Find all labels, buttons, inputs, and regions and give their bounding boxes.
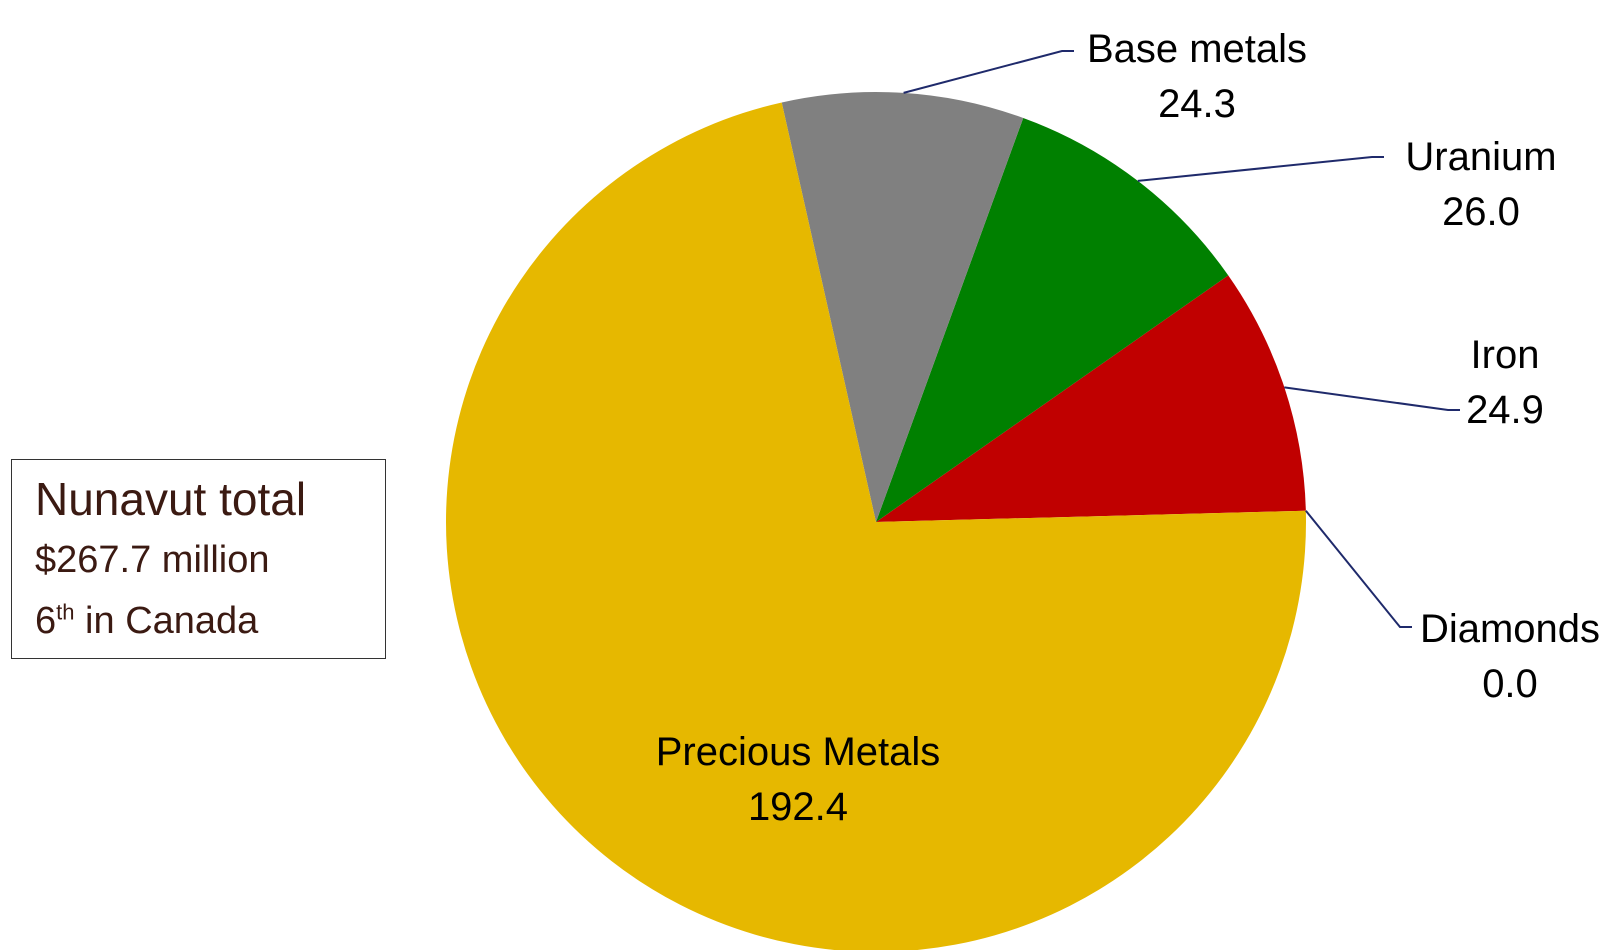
- slice-label-uranium: Uranium: [1405, 135, 1556, 179]
- slice-value-uranium: 26.0: [1442, 190, 1520, 234]
- slice-label-iron: Iron: [1471, 333, 1540, 377]
- leader-line-iron: [1284, 386, 1460, 411]
- leader-line-diamonds: [1305, 510, 1412, 628]
- summary-value: $267.7 million: [35, 539, 270, 581]
- slice-label-base-metals: Base metals: [1087, 27, 1307, 71]
- slice-value-iron: 24.9: [1466, 388, 1544, 432]
- pie-slice-base-metals: [781, 92, 1024, 522]
- summary-rank: 6th in Canada: [35, 599, 258, 643]
- slice-label-precious-metals: Precious Metals: [656, 730, 941, 774]
- slice-value-precious-metals: 192.4: [748, 785, 848, 829]
- slice-value-base-metals: 24.3: [1158, 82, 1236, 126]
- leader-line-base-metals: [903, 50, 1074, 94]
- summary-title: Nunavut total: [35, 473, 307, 525]
- slice-label-diamonds: Diamonds: [1420, 607, 1600, 651]
- leader-line-uranium: [1137, 156, 1384, 182]
- summary-box: Nunavut total $267.7 million 6th in Cana…: [11, 459, 386, 659]
- pie-slice-uranium: [876, 117, 1229, 523]
- rank-suffix: th: [56, 599, 75, 625]
- rank-number: 6: [35, 600, 57, 642]
- pie-slice-precious-metals: [446, 102, 1306, 950]
- slice-value-diamonds: 0.0: [1482, 662, 1538, 706]
- pie-slice-iron: [876, 275, 1306, 522]
- rank-text: in Canada: [74, 600, 259, 642]
